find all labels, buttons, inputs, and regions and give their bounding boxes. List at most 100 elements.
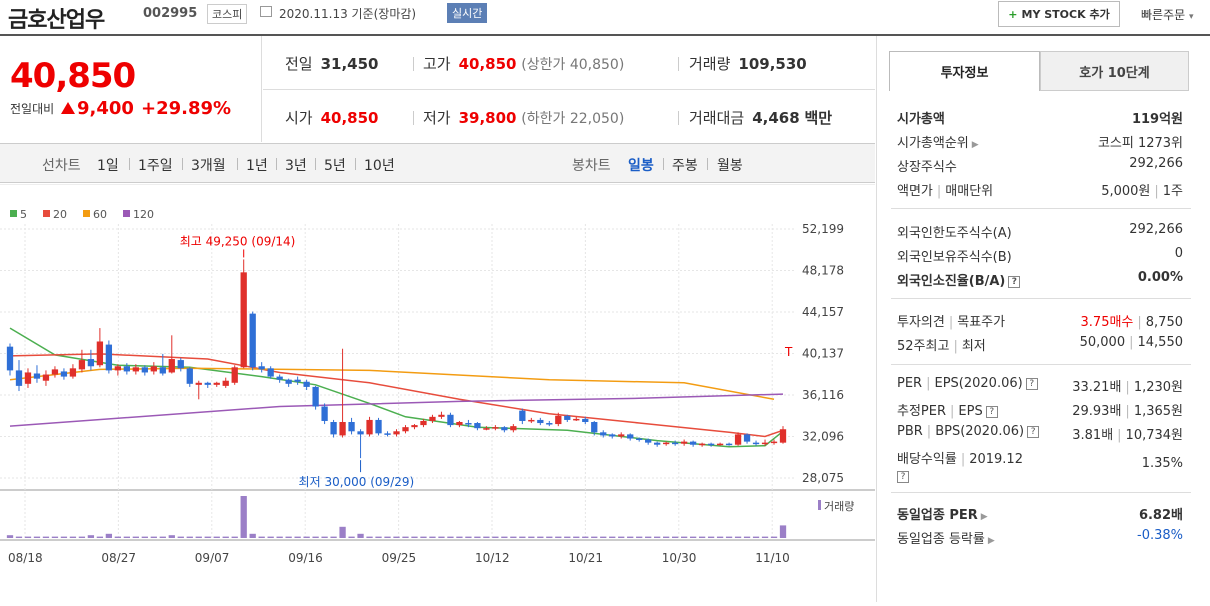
- target-label: 목표주가: [957, 315, 1006, 330]
- candle-body: [411, 425, 418, 428]
- volume-bar: [411, 536, 418, 538]
- x-tick-label: 10/30: [662, 551, 697, 565]
- candle-body: [339, 422, 346, 436]
- tab-weekly[interactable]: 주봉: [672, 158, 698, 174]
- industry-per-row: 동일업종 PER ▶ 6.82배: [897, 502, 1183, 524]
- price-chart[interactable]: 08/18 08/27 09/07 09/16 09/25 10/12 10/21 10/30…: [0, 183, 875, 602]
- volume-bar: [672, 536, 679, 538]
- range-1w[interactable]: 1주일: [138, 158, 173, 174]
- volume-bar: [123, 536, 130, 538]
- stock-name: 금호산업우: [8, 8, 105, 33]
- candle-body: [573, 418, 580, 421]
- ma-line-60: [9, 367, 775, 401]
- volume-value: 109,530: [738, 55, 807, 73]
- candle-body: [393, 431, 400, 435]
- separator: [129, 158, 130, 170]
- volume-bar: [231, 536, 238, 538]
- add-mystock-button[interactable]: + MY STOCK 추가: [998, 1, 1120, 27]
- ma-legend-label: 120: [133, 208, 154, 221]
- candle-body: [528, 419, 535, 422]
- volume-bar: [393, 536, 400, 538]
- candle-body: [69, 368, 77, 377]
- candle-body: [501, 427, 508, 431]
- help-icon[interactable]: ?: [1025, 377, 1038, 390]
- volume-bar: [303, 536, 310, 538]
- help-icon[interactable]: ?: [985, 405, 998, 418]
- volume-bar: [492, 536, 499, 538]
- market-cap-value: 119억원: [1131, 112, 1183, 127]
- volume-bar: [761, 536, 769, 538]
- range-1y[interactable]: 1년: [246, 158, 268, 174]
- ma-line-120: [9, 393, 784, 427]
- volume-bar: [222, 536, 229, 538]
- separator: [663, 158, 664, 170]
- candle-chart-svg: 08/18 08/27 09/07 09/16 09/25 10/12 10/21 10/30…: [0, 183, 875, 565]
- volume-bar: [267, 536, 274, 538]
- volume-label: 거래량: [689, 55, 731, 73]
- calendar-icon: [260, 6, 272, 17]
- face-value: 5,000원: [1101, 184, 1151, 199]
- shares-value: 292,266: [1129, 156, 1183, 171]
- realtime-button[interactable]: 실시간: [447, 3, 488, 23]
- range-3y[interactable]: 3년: [285, 158, 307, 174]
- tab-daily[interactable]: 일봉: [628, 158, 654, 174]
- current-price: 40,850: [10, 56, 136, 96]
- volume-bar: [546, 536, 553, 538]
- candle-body: [591, 422, 598, 433]
- candle-body: [420, 420, 427, 426]
- range-5y[interactable]: 5년: [324, 158, 346, 174]
- prev-close: 전일 31,450: [285, 53, 379, 74]
- low-label: 저가: [423, 109, 451, 127]
- tab-monthly[interactable]: 월봉: [717, 158, 743, 174]
- candle-body: [636, 438, 643, 441]
- tab-invest-info[interactable]: 투자정보: [889, 51, 1040, 91]
- candle-body: [743, 434, 751, 442]
- volume-bar: [168, 535, 175, 538]
- candle-body: [707, 443, 715, 446]
- volume-bar: [474, 536, 481, 538]
- candle-body: [564, 415, 571, 420]
- candle-body: [519, 410, 526, 421]
- fast-order-button[interactable]: 빠른주문 ▾: [1141, 6, 1194, 23]
- amount-value: 4,468: [752, 109, 800, 127]
- range-10y[interactable]: 10년: [364, 158, 395, 174]
- candle-body: [555, 415, 562, 425]
- volume-bar: [438, 536, 445, 538]
- range-3m[interactable]: 3개월: [191, 158, 226, 174]
- w52-low-value: 14,550: [1137, 335, 1184, 350]
- x-tick-label: 11/10: [755, 551, 790, 565]
- help-icon[interactable]: ?: [1027, 425, 1040, 438]
- foreign-rate-value: 0.00%: [1137, 270, 1183, 285]
- up-arrow-icon: [61, 102, 75, 114]
- range-1d[interactable]: 1일: [97, 158, 119, 174]
- help-icon[interactable]: ?: [897, 471, 909, 483]
- volume-bar: [501, 536, 508, 538]
- candle-body: [276, 376, 283, 380]
- ma-line-5: [9, 327, 784, 448]
- candle-body: [537, 419, 544, 424]
- separator: [678, 111, 679, 125]
- candle-body: [663, 442, 670, 445]
- est-eps-label: EPS: [958, 404, 983, 419]
- volume-bar: [132, 536, 139, 538]
- eps-label: EPS(2020.06): [934, 376, 1023, 391]
- pbr-value: 3.81배: [1072, 428, 1114, 443]
- candle-body: [447, 414, 454, 426]
- divider: [891, 298, 1191, 299]
- tab-order-book[interactable]: 호가 10단계: [1040, 51, 1189, 91]
- industry-per-value: 6.82배: [1138, 508, 1183, 523]
- candle-body: [87, 359, 95, 367]
- candle-body: [716, 443, 724, 446]
- w52-low-label: 최저: [961, 339, 986, 354]
- foreign-limit-value: 292,266: [1129, 222, 1183, 237]
- help-icon[interactable]: ?: [1008, 275, 1021, 288]
- candle-body: [680, 441, 688, 444]
- foreign-hold-value: 0: [1174, 246, 1183, 261]
- volume-bar: [375, 536, 382, 538]
- foreign-limit-label: 외국인한도주식수(A): [897, 226, 1012, 241]
- divider: [891, 208, 1191, 209]
- prev-close-label: 전일: [285, 55, 313, 73]
- candle-body: [357, 431, 364, 435]
- dividend-row: 배당수익률 | 2019.12? 1.35%: [897, 452, 1183, 483]
- volume-bar: [591, 536, 598, 538]
